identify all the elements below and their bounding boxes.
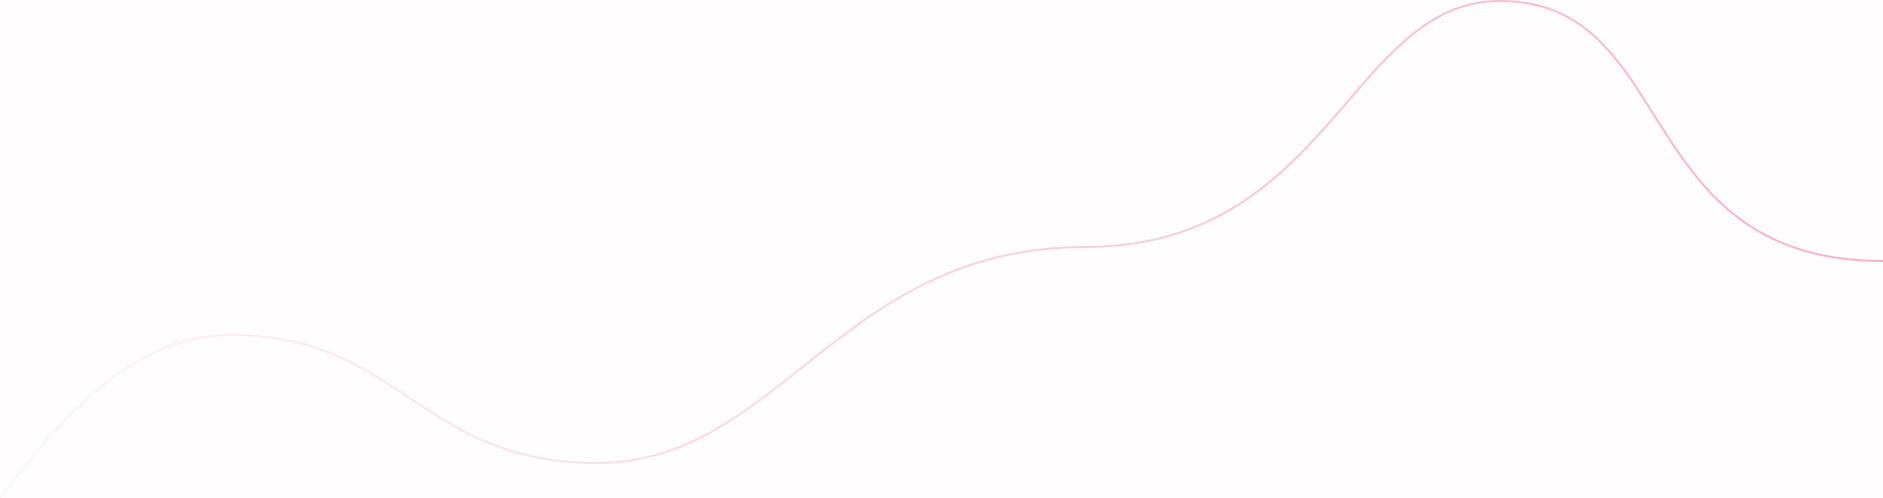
wave-line [0,0,1883,498]
decorative-wave-background [0,0,1883,498]
